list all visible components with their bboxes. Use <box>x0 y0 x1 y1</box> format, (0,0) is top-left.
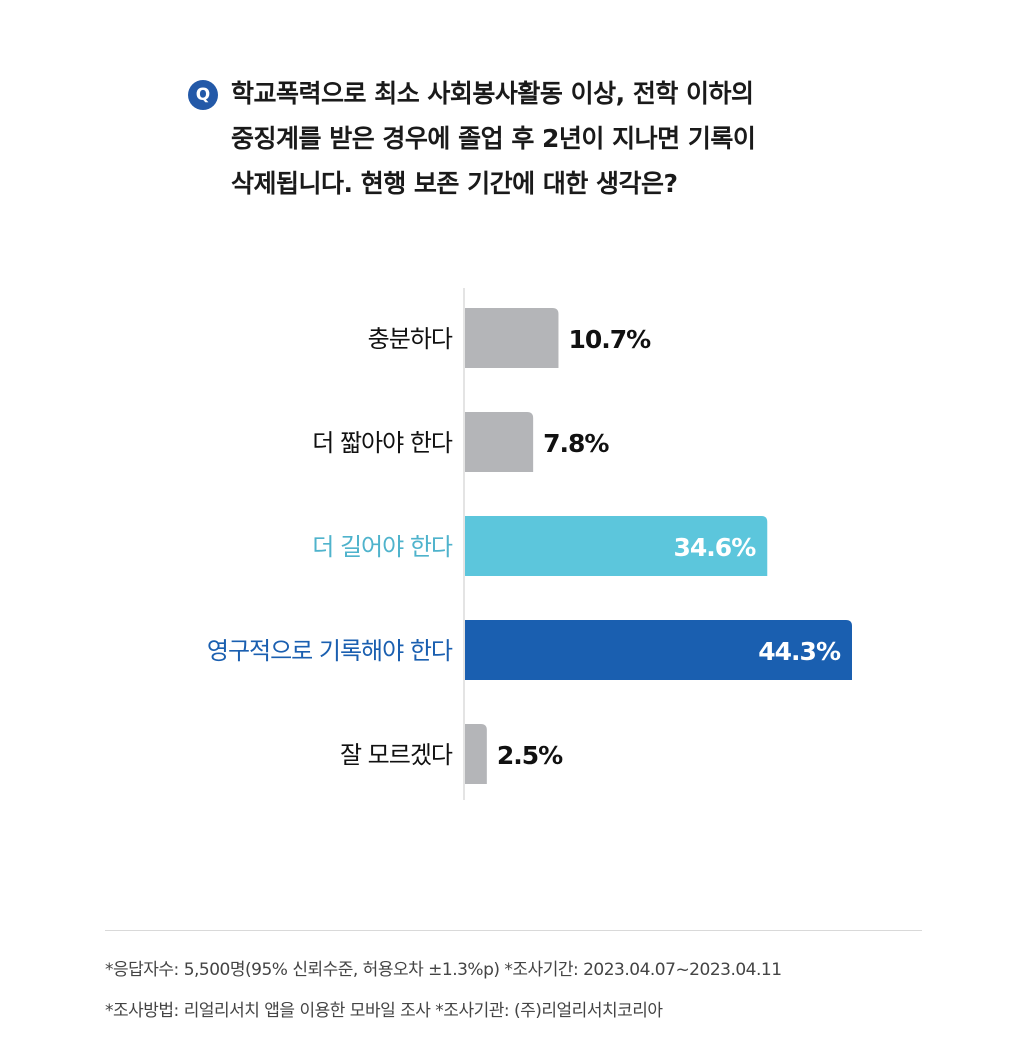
question-line-2: 중징계를 받은 경우에 졸업 후 2년이 지나면 기록이 <box>231 124 756 153</box>
category-label: 충분하다 <box>368 325 453 353</box>
bar <box>465 412 534 472</box>
category-label: 영구적으로 기록해야 한다 <box>207 637 453 665</box>
category-label: 잘 모르겠다 <box>340 741 453 769</box>
value-label: 7.8% <box>543 429 609 458</box>
bar <box>465 724 487 784</box>
value-label: 10.7% <box>568 325 651 354</box>
footer-divider <box>105 930 922 931</box>
value-label: 2.5% <box>497 741 563 770</box>
value-label: 44.3% <box>758 637 841 666</box>
bar <box>465 516 768 576</box>
value-label: 34.6% <box>674 533 757 562</box>
question-line-3: 삭제됩니다. 현행 보존 기간에 대한 생각은? <box>231 169 678 198</box>
footer-note-1: *응답자수: 5,500명(95% 신뢰수준, 허용오차 ±1.3%p) *조사… <box>105 960 782 980</box>
bar <box>465 620 852 680</box>
question-badge: Q <box>188 80 218 110</box>
footer-note-2: *조사방법: 리얼리서치 앱을 이용한 모바일 조사 *조사기관: (주)리얼리… <box>105 1001 663 1021</box>
bar-chart: 충분하다 10.7% 더 짧아야 한다 7.8% 더 길어야 한다 34.6% 영구적으로 … <box>207 288 852 800</box>
category-label: 더 짧아야 한다 <box>312 429 453 457</box>
bar <box>465 308 559 368</box>
question-line-1: 학교폭력으로 최소 사회봉사활동 이상, 전학 이하의 <box>231 79 754 108</box>
category-label: 더 길어야 한다 <box>312 533 453 561</box>
